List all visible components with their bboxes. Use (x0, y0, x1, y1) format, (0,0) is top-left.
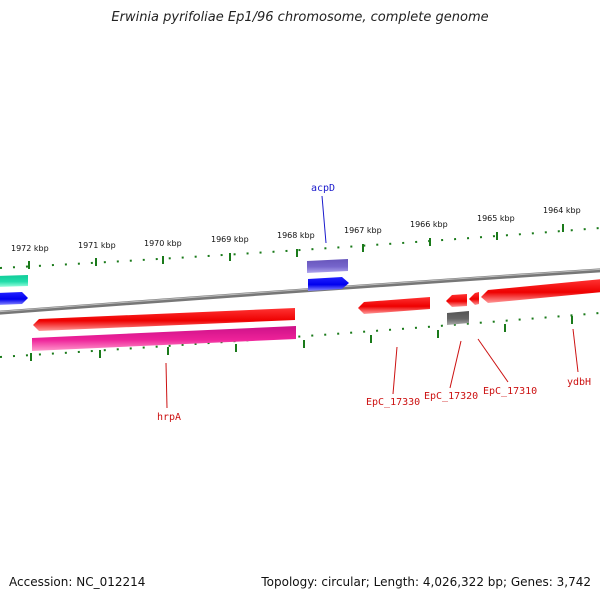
scale-label-1970: 1970 kbp (144, 239, 182, 248)
forward-strand-features (0, 259, 349, 305)
scale-label-1964: 1964 kbp (543, 206, 581, 215)
gene-label-hrpA[interactable]: hrpA (157, 412, 181, 423)
outer-scale: 1972 kbp 1971 kbp 1970 kbp 1969 kbp 1968… (0, 206, 600, 269)
cds-hrpA[interactable] (33, 308, 295, 331)
gene-label-ydbH[interactable]: ydbH (567, 377, 591, 388)
EpC_17330-leader-line (392, 346, 398, 395)
cds-EpC_17310[interactable] (469, 292, 479, 305)
hrpA-leader-line (165, 362, 168, 409)
scale-label-1972: 1972 kbp (11, 244, 49, 253)
cds-EpC_17320[interactable] (446, 294, 467, 307)
scale-label-1967: 1967 kbp (344, 226, 382, 235)
chromosome-backbone-highlight (0, 268, 600, 313)
acpD-leader-line (321, 195, 327, 244)
ydbH-leader-line (572, 328, 579, 373)
scale-label-1968: 1968 kbp (277, 231, 315, 240)
pseudo-EpC_17320[interactable] (447, 311, 469, 325)
gene-label-EpC_17320[interactable]: EpC_17320 (424, 391, 478, 402)
gene-label-EpC_17330[interactable]: EpC_17330 (366, 397, 420, 408)
EpC_17320-leader-line (449, 340, 462, 389)
cds-forward-left[interactable] (0, 292, 28, 305)
scale-label-1965: 1965 kbp (477, 214, 515, 223)
gene-acpD-bar[interactable] (307, 259, 348, 273)
reverse-strand-features (32, 279, 600, 351)
gene-labels: acpD hrpA EpC_17330 EpC_17320 EpC_17310 … (157, 183, 591, 423)
scale-label-1971: 1971 kbp (78, 241, 116, 250)
accession-label: Accession: NC_012214 (9, 575, 146, 589)
gene-label-EpC_17310[interactable]: EpC_17310 (483, 386, 537, 397)
outer-scale-minor-ticks (0, 227, 600, 269)
gene-label-acpD[interactable]: acpD (311, 183, 335, 194)
scale-label-1969: 1969 kbp (211, 235, 249, 244)
cds-acpD[interactable] (308, 277, 349, 291)
inner-scale (0, 312, 600, 361)
cds-ydbH[interactable] (481, 279, 600, 303)
map-title: Erwinia pyrifoliae Ep1/96 chromosome, co… (111, 10, 489, 25)
inner-scale-minor-ticks (0, 312, 600, 358)
gene-hrpA-bar[interactable] (32, 326, 296, 351)
chromosome-backbone (0, 268, 600, 315)
genome-summary: Topology: circular; Length: 4,026,322 bp… (261, 575, 591, 589)
rna-feature-left[interactable] (0, 275, 28, 287)
cds-EpC_17330[interactable] (358, 297, 430, 314)
EpC_17310-leader-line (477, 338, 509, 383)
scale-label-1966: 1966 kbp (410, 220, 448, 229)
